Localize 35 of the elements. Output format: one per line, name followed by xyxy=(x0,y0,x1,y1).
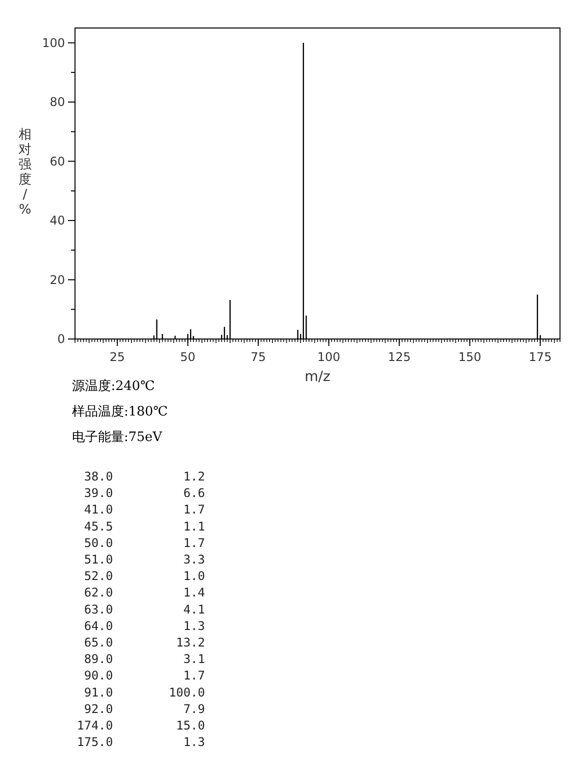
y-tick-label: 40 xyxy=(50,214,65,228)
text: 174.0 15.0 xyxy=(76,718,205,732)
text: 64.0 1.3 xyxy=(84,618,205,633)
text: 89.0 3.1 xyxy=(84,652,205,666)
text: 50.0 1.7 xyxy=(84,536,205,550)
y-tick-label: 100 xyxy=(42,36,65,50)
text: 92.0 7.9 xyxy=(84,702,205,716)
text: 样品温度:180℃ xyxy=(72,404,168,420)
y-tick-label: 80 xyxy=(50,95,65,110)
text: 51.0 3.3 xyxy=(84,552,205,566)
text: 65.0 13.2 xyxy=(84,636,205,650)
y-tick-label: 0 xyxy=(57,332,65,346)
text: 62.0 1.4 xyxy=(84,586,205,600)
text: 52.0 1.0 xyxy=(84,569,205,584)
x-tick-label: 100 xyxy=(317,350,340,364)
x-tick-label: 150 xyxy=(458,350,482,364)
text: 175.0 1.3 xyxy=(76,735,205,750)
y-tick-label: 60 xyxy=(50,154,65,168)
y-tick-label: 20 xyxy=(50,272,65,287)
text: 源温度:240℃ xyxy=(72,378,155,394)
x-tick-label: 125 xyxy=(388,350,411,364)
text: 电子能量:75eV xyxy=(72,430,163,445)
x-tick-label: 175 xyxy=(528,350,552,364)
text: 63.0 4.1 xyxy=(84,602,205,616)
text: 90.0 1.7 xyxy=(84,668,205,683)
text: 41.0 1.7 xyxy=(84,502,205,517)
text: 91.0 100.0 xyxy=(84,685,205,700)
y-axis-title: 相对强度/% xyxy=(18,128,32,218)
text: 39.0 6.6 xyxy=(84,486,205,500)
text: 45.5 1.1 xyxy=(84,519,205,534)
x-tick-label: 25 xyxy=(110,350,125,364)
x-axis-title: m/z xyxy=(304,369,330,385)
x-tick-label: 50 xyxy=(180,350,196,364)
x-tick-label: 75 xyxy=(250,350,266,364)
text: 38.0 1.2 xyxy=(84,470,205,484)
